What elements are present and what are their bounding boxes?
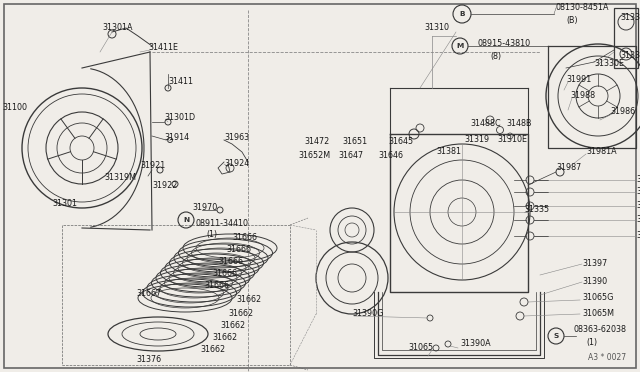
Text: 31666: 31666 [226,246,251,254]
Text: 31984: 31984 [636,187,640,196]
Text: 31666: 31666 [212,269,237,279]
Text: N: N [183,217,189,223]
Text: 31987: 31987 [556,164,581,173]
Text: 31983: 31983 [636,215,640,224]
Text: 31981A: 31981A [586,148,616,157]
Text: 31065M: 31065M [582,310,614,318]
Text: 31662: 31662 [212,334,237,343]
Text: 31065: 31065 [408,343,433,353]
Text: 31667: 31667 [136,289,161,298]
Text: 31330: 31330 [620,13,640,22]
Text: 31390: 31390 [582,278,607,286]
Text: B: B [460,11,465,17]
Text: S: S [554,333,559,339]
Text: 31666: 31666 [204,282,229,291]
Text: 31376: 31376 [136,356,161,365]
Text: 31991: 31991 [566,76,591,84]
Text: 31914: 31914 [164,134,189,142]
Text: (8): (8) [490,51,501,61]
Text: 31983A: 31983A [636,231,640,241]
Text: 31985: 31985 [636,176,640,185]
Text: 31397: 31397 [582,260,607,269]
Text: 31319M: 31319M [104,173,136,183]
Text: 3148B: 3148B [506,119,531,128]
Text: 31666: 31666 [218,257,243,266]
Text: 31662: 31662 [220,321,245,330]
Text: 31981: 31981 [636,202,640,211]
Text: 31488C: 31488C [470,119,500,128]
Text: 31662: 31662 [200,346,225,355]
Text: 31330E: 31330E [594,60,624,68]
Text: 31986: 31986 [610,108,635,116]
Text: 08915-43810: 08915-43810 [478,39,531,48]
Text: A3 * 0027: A3 * 0027 [588,353,626,362]
Text: 31100: 31100 [2,103,27,112]
Text: 31963: 31963 [224,134,249,142]
Text: 08911-34410: 08911-34410 [196,219,249,228]
Text: 31301D: 31301D [164,113,195,122]
Text: 31666: 31666 [232,234,257,243]
Text: 31652M: 31652M [298,151,330,160]
Text: 31381: 31381 [436,148,461,157]
Text: 31065G: 31065G [582,294,613,302]
Text: (1): (1) [586,337,597,346]
Text: 31662: 31662 [236,295,261,305]
Text: 31411: 31411 [168,77,193,87]
Text: 31336: 31336 [620,51,640,61]
Text: 31390A: 31390A [460,340,491,349]
Text: (1): (1) [206,230,217,238]
Text: 31922: 31922 [152,182,177,190]
Text: 31921: 31921 [140,161,165,170]
Text: 31310E: 31310E [497,135,527,144]
Text: 31310: 31310 [424,23,449,32]
Text: 31335: 31335 [524,205,549,215]
Text: 31645: 31645 [388,138,413,147]
Text: 31662: 31662 [228,310,253,318]
Text: 08130-8451A: 08130-8451A [556,3,609,13]
Text: (B): (B) [566,16,578,25]
Text: 31472: 31472 [304,138,329,147]
Text: 31651: 31651 [342,138,367,147]
Bar [614,8,638,68]
Text: 31319: 31319 [464,135,489,144]
Text: 08363-62038: 08363-62038 [574,326,627,334]
Text: 31301: 31301 [52,199,77,208]
Text: 31301A: 31301A [102,23,132,32]
Text: 31647: 31647 [338,151,363,160]
Text: 31988: 31988 [570,92,595,100]
Text: 31924: 31924 [224,160,249,169]
Text: 31970: 31970 [192,203,217,212]
Text: 31646: 31646 [378,151,403,160]
Text: M: M [456,43,463,49]
Text: 31390G: 31390G [352,310,383,318]
Text: 31411E: 31411E [148,44,178,52]
